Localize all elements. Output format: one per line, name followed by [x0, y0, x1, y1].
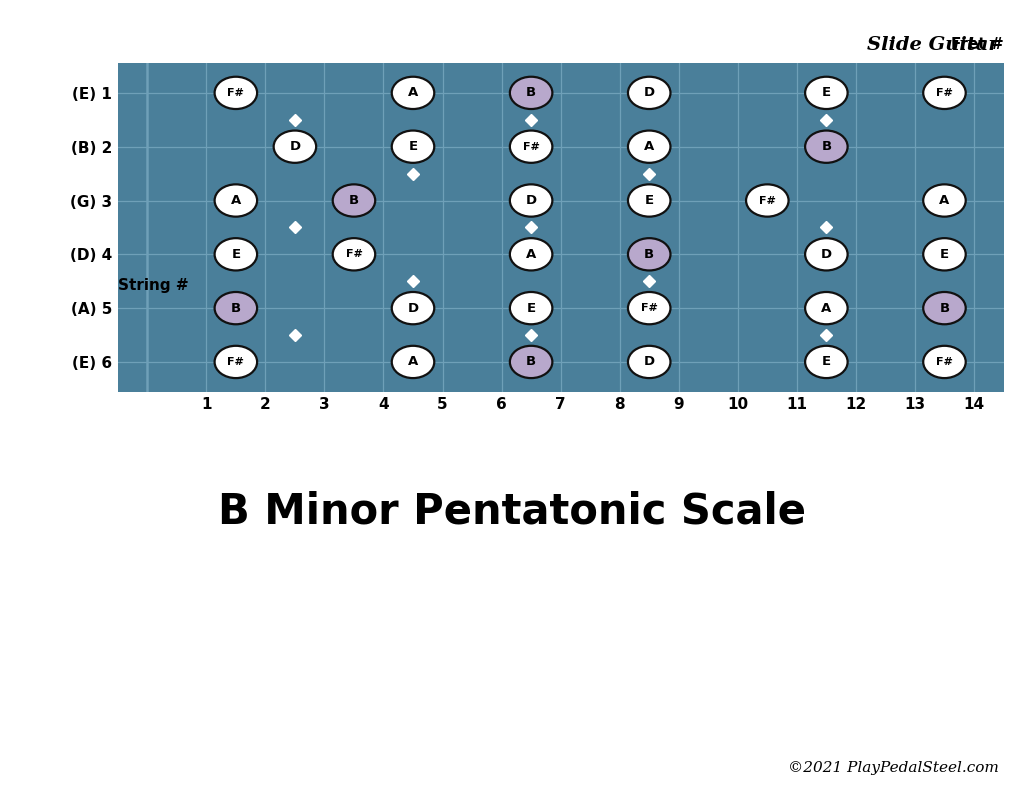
Ellipse shape	[628, 131, 671, 163]
Text: D: D	[644, 86, 654, 100]
Text: D: D	[644, 355, 654, 369]
Ellipse shape	[924, 77, 966, 109]
Text: B: B	[644, 248, 654, 261]
Ellipse shape	[215, 184, 257, 217]
Text: F#: F#	[227, 357, 245, 367]
Text: ©2021 PlayPedalSteel.com: ©2021 PlayPedalSteel.com	[787, 761, 998, 775]
Ellipse shape	[746, 184, 788, 217]
Ellipse shape	[628, 346, 671, 378]
Text: B: B	[526, 355, 537, 369]
Ellipse shape	[924, 184, 966, 217]
Text: F#: F#	[936, 357, 953, 367]
Text: A: A	[644, 140, 654, 153]
Text: Slide Guitar: Slide Guitar	[866, 36, 998, 54]
Text: D: D	[290, 140, 300, 153]
Ellipse shape	[805, 77, 848, 109]
Text: B: B	[821, 140, 831, 153]
Ellipse shape	[805, 346, 848, 378]
Ellipse shape	[924, 238, 966, 271]
Ellipse shape	[392, 77, 434, 109]
Text: E: E	[526, 301, 536, 315]
Text: String #: String #	[118, 278, 188, 293]
Ellipse shape	[510, 131, 552, 163]
Text: F#: F#	[522, 142, 540, 152]
Ellipse shape	[333, 184, 375, 217]
Text: Fret #: Fret #	[951, 37, 1004, 52]
Text: A: A	[821, 301, 831, 315]
Text: E: E	[645, 194, 653, 207]
Ellipse shape	[510, 346, 552, 378]
Ellipse shape	[215, 77, 257, 109]
Text: A: A	[526, 248, 537, 261]
Text: E: E	[231, 248, 241, 261]
Ellipse shape	[333, 238, 375, 271]
Ellipse shape	[215, 346, 257, 378]
Text: B Minor Pentatonic Scale: B Minor Pentatonic Scale	[218, 490, 806, 532]
Text: B: B	[526, 86, 537, 100]
Ellipse shape	[510, 238, 552, 271]
Text: E: E	[822, 86, 830, 100]
Text: B: B	[230, 301, 241, 315]
Ellipse shape	[510, 77, 552, 109]
Text: F#: F#	[345, 249, 362, 259]
Ellipse shape	[924, 292, 966, 324]
Text: D: D	[525, 194, 537, 207]
Text: F#: F#	[936, 88, 953, 98]
Text: D: D	[408, 301, 419, 315]
Text: B: B	[939, 301, 949, 315]
Ellipse shape	[215, 292, 257, 324]
Ellipse shape	[273, 131, 316, 163]
Text: A: A	[408, 355, 418, 369]
Text: F#: F#	[641, 303, 657, 313]
Text: F#: F#	[227, 88, 245, 98]
Ellipse shape	[924, 346, 966, 378]
Ellipse shape	[805, 292, 848, 324]
Ellipse shape	[628, 238, 671, 271]
Text: A: A	[939, 194, 949, 207]
Ellipse shape	[392, 292, 434, 324]
Ellipse shape	[628, 292, 671, 324]
Text: E: E	[822, 355, 830, 369]
Text: B: B	[349, 194, 359, 207]
Ellipse shape	[392, 346, 434, 378]
Text: D: D	[821, 248, 831, 261]
Ellipse shape	[510, 292, 552, 324]
Ellipse shape	[805, 131, 848, 163]
Ellipse shape	[215, 238, 257, 271]
Text: A: A	[230, 194, 241, 207]
Ellipse shape	[805, 238, 848, 271]
Text: F#: F#	[759, 195, 776, 206]
Ellipse shape	[510, 184, 552, 217]
Ellipse shape	[628, 184, 671, 217]
Text: A: A	[408, 86, 418, 100]
Ellipse shape	[628, 77, 671, 109]
Text: E: E	[940, 248, 949, 261]
Text: E: E	[409, 140, 418, 153]
Ellipse shape	[392, 131, 434, 163]
